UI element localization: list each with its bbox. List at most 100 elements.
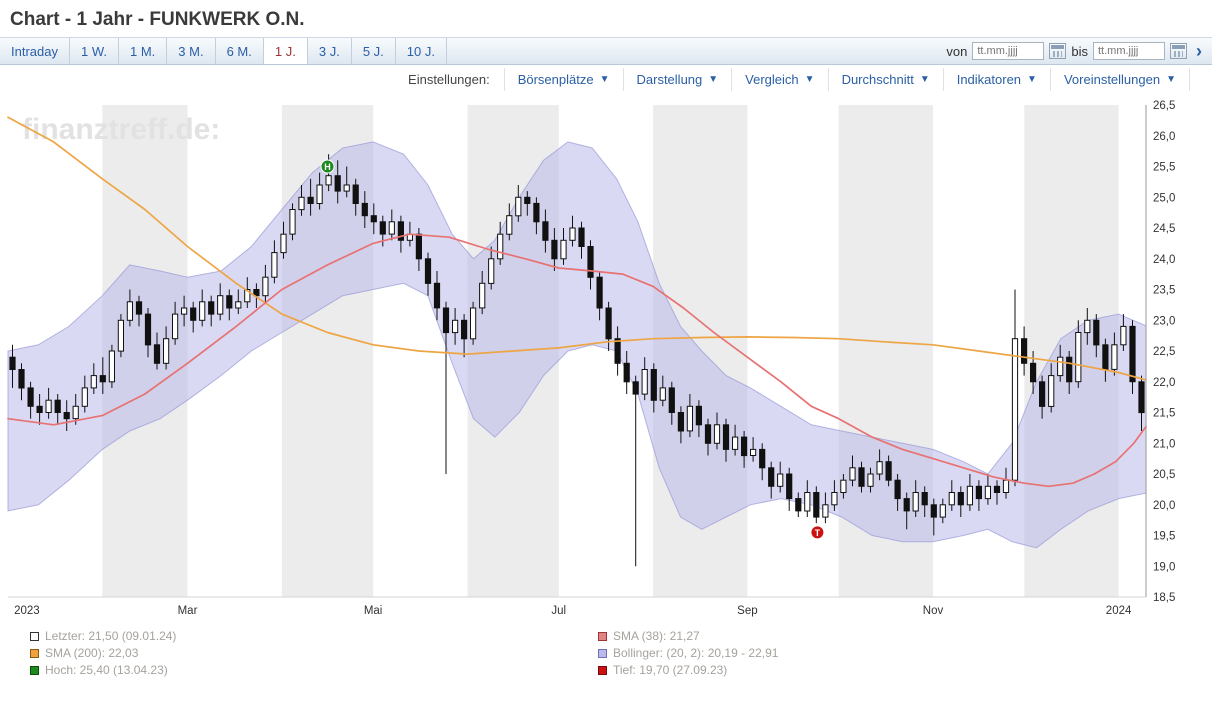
- tab-3-j[interactable]: 3 J.: [308, 38, 352, 64]
- chevron-down-icon: ▼: [708, 73, 719, 85]
- von-calendar-icon[interactable]: [1049, 43, 1067, 59]
- legend-swatch-icon: [30, 648, 39, 658]
- page-header: Chart - 1 Jahr - FUNKWERK O.N.: [0, 0, 1212, 37]
- legend-text: SMA (200): 22,03: [45, 646, 139, 660]
- dropdown-darstellung[interactable]: Darstellung ▼: [622, 67, 732, 91]
- x-axis-labels: 2023 Mar Mai Jul Sep Nov 2024: [14, 605, 1132, 617]
- legend-swatch-icon: [30, 665, 39, 675]
- svg-text:19,0: 19,0: [1153, 561, 1175, 573]
- bis-label: bis: [1071, 43, 1088, 59]
- legend-text: Letzter: 21,50 (09.01.24): [45, 629, 177, 643]
- legend-item-sma-38: SMA (38): 21,27: [598, 629, 778, 643]
- svg-text:25,0: 25,0: [1153, 192, 1175, 204]
- date-range-controls: von bis ›: [946, 38, 1212, 64]
- legend-swatch-icon: [598, 648, 607, 658]
- tab-1-m[interactable]: 1 M.: [119, 38, 168, 64]
- tab-intraday[interactable]: Intraday: [0, 38, 70, 64]
- svg-text:Sep: Sep: [737, 605, 757, 617]
- svg-text:21,0: 21,0: [1153, 438, 1175, 450]
- hoch-marker: H: [320, 159, 335, 174]
- dropdown-vergleich[interactable]: Vergleich ▼: [731, 67, 827, 91]
- legend-item-sma-200: SMA (200): 22,03: [30, 646, 598, 660]
- svg-text:23,5: 23,5: [1153, 285, 1175, 297]
- svg-text:Mai: Mai: [364, 605, 383, 617]
- svg-text:Jul: Jul: [551, 605, 566, 617]
- tab-10-j[interactable]: 10 J.: [396, 38, 447, 64]
- von-date-input[interactable]: [972, 42, 1045, 60]
- legend-left-column: Letzter: 21,50 (09.01.24) SMA (200): 22,0…: [30, 629, 598, 677]
- tab-6-m[interactable]: 6 M.: [216, 38, 264, 64]
- sma200-line: [7, 116, 1147, 381]
- tab-1-w[interactable]: 1 W.: [70, 38, 119, 64]
- dropdown-label: Darstellung: [636, 71, 703, 87]
- legend-text: Bollinger: (20, 2): 20,19 - 22,91: [613, 646, 779, 660]
- svg-text:26,5: 26,5: [1153, 100, 1175, 112]
- page-title: Chart - 1 Jahr - FUNKWERK O.N.: [10, 9, 305, 30]
- price-chart: finanztreff.de: H T 26,5 26,0 25,5 25,0 24,5 24,…: [7, 100, 1175, 617]
- legend-swatch-icon: [598, 665, 607, 675]
- svg-text:25,5: 25,5: [1153, 162, 1175, 174]
- svg-text:22,0: 22,0: [1153, 377, 1175, 389]
- svg-text:H: H: [324, 162, 331, 172]
- legend-text: Tief: 19,70 (27.09.23): [613, 663, 728, 677]
- dropdown-label: Vergleich: [745, 71, 799, 87]
- svg-text:21,5: 21,5: [1153, 408, 1175, 420]
- chart-area: finanztreff.de: H T 26,5 26,0 25,5 25,0 24,5 24,…: [0, 93, 1212, 625]
- svg-text:20,5: 20,5: [1153, 469, 1175, 481]
- svg-text:20,0: 20,0: [1153, 500, 1175, 512]
- chevron-down-icon: ▼: [599, 73, 610, 85]
- settings-bar: Einstellungen: Börsenplätze ▼ Darstellung ▼…: [0, 65, 1212, 93]
- svg-text:Mar: Mar: [178, 605, 198, 617]
- period-tabs: Intraday 1 W. 1 M. 3 M. 6 M. 1 J. 3 J. 5 J. 10 J…: [0, 38, 447, 64]
- tab-3-m[interactable]: 3 M.: [167, 38, 216, 64]
- legend-swatch-icon: [598, 631, 607, 641]
- legend-item-hoch: Hoch: 25,40 (13.04.23): [30, 663, 598, 677]
- dropdown-label: Durchschnitt: [841, 71, 914, 87]
- period-tabbar: Intraday 1 W. 1 M. 3 M. 6 M. 1 J. 3 J. 5 J. 10 J…: [0, 37, 1212, 65]
- tabbar-spacer: [447, 38, 946, 64]
- tief-marker: T: [810, 525, 825, 540]
- settings-label: Einstellungen:: [408, 71, 490, 87]
- svg-text:23,0: 23,0: [1153, 315, 1175, 327]
- svg-text:24,5: 24,5: [1153, 223, 1175, 235]
- legend-text: Hoch: 25,40 (13.04.23): [45, 663, 168, 677]
- sma38-line: [7, 233, 1147, 488]
- svg-text:19,5: 19,5: [1153, 531, 1175, 543]
- svg-text:18,5: 18,5: [1153, 592, 1175, 604]
- chevron-down-icon: ▼: [1166, 73, 1176, 85]
- bis-date-input[interactable]: [1093, 42, 1165, 60]
- dropdown-label: Börsenplätze: [517, 71, 594, 87]
- scroll-right-icon[interactable]: ›: [1196, 41, 1202, 61]
- svg-text:24,0: 24,0: [1153, 254, 1175, 266]
- chevron-down-icon: ▼: [919, 73, 930, 85]
- y-axis-labels: 26,5 26,0 25,5 25,0 24,5 24,0 23,5 23,0 22,5 22,0…: [1153, 100, 1175, 604]
- dropdown-label: Indikatoren: [956, 71, 1022, 87]
- watermark: finanztreff.de:: [22, 113, 220, 146]
- svg-text:26,0: 26,0: [1153, 131, 1175, 143]
- dropdown-indikatoren[interactable]: Indikatoren ▼: [942, 67, 1050, 91]
- settings-dropdowns: Börsenplätze ▼ Darstellung ▼ Vergleich ▼ Durch…: [503, 67, 1190, 91]
- dropdown-durchschnitt[interactable]: Durchschnitt ▼: [827, 67, 943, 91]
- svg-text:T: T: [815, 528, 821, 538]
- legend-swatch-icon: [30, 631, 39, 641]
- dropdown-label: Voreinstellungen: [1063, 71, 1161, 87]
- chart-legend: Letzter: 21,50 (09.01.24) SMA (200): 22,0…: [0, 625, 1212, 677]
- svg-text:2024: 2024: [1106, 605, 1132, 617]
- legend-item-letzter: Letzter: 21,50 (09.01.24): [30, 629, 598, 643]
- chevron-down-icon: ▼: [804, 73, 815, 85]
- legend-item-bollinger: Bollinger: (20, 2): 20,19 - 22,91: [598, 646, 778, 660]
- tab-1-j[interactable]: 1 J.: [263, 38, 308, 64]
- dropdown-voreinstellungen[interactable]: Voreinstellungen ▼: [1049, 67, 1190, 91]
- legend-text: SMA (38): 21,27: [613, 629, 700, 643]
- svg-text:22,5: 22,5: [1153, 346, 1175, 358]
- bis-calendar-icon[interactable]: [1170, 43, 1187, 59]
- candles: [9, 154, 1145, 567]
- svg-text:Nov: Nov: [923, 605, 944, 617]
- von-label: von: [946, 43, 968, 59]
- chevron-down-icon: ▼: [1027, 73, 1037, 85]
- svg-text:2023: 2023: [14, 605, 40, 617]
- dropdown-borsenplatze[interactable]: Börsenplätze ▼: [503, 67, 623, 91]
- legend-item-tief: Tief: 19,70 (27.09.23): [598, 663, 778, 677]
- tab-5-j[interactable]: 5 J.: [352, 38, 396, 64]
- legend-right-column: SMA (38): 21,27 Bollinger: (20, 2): 20,19…: [598, 629, 778, 677]
